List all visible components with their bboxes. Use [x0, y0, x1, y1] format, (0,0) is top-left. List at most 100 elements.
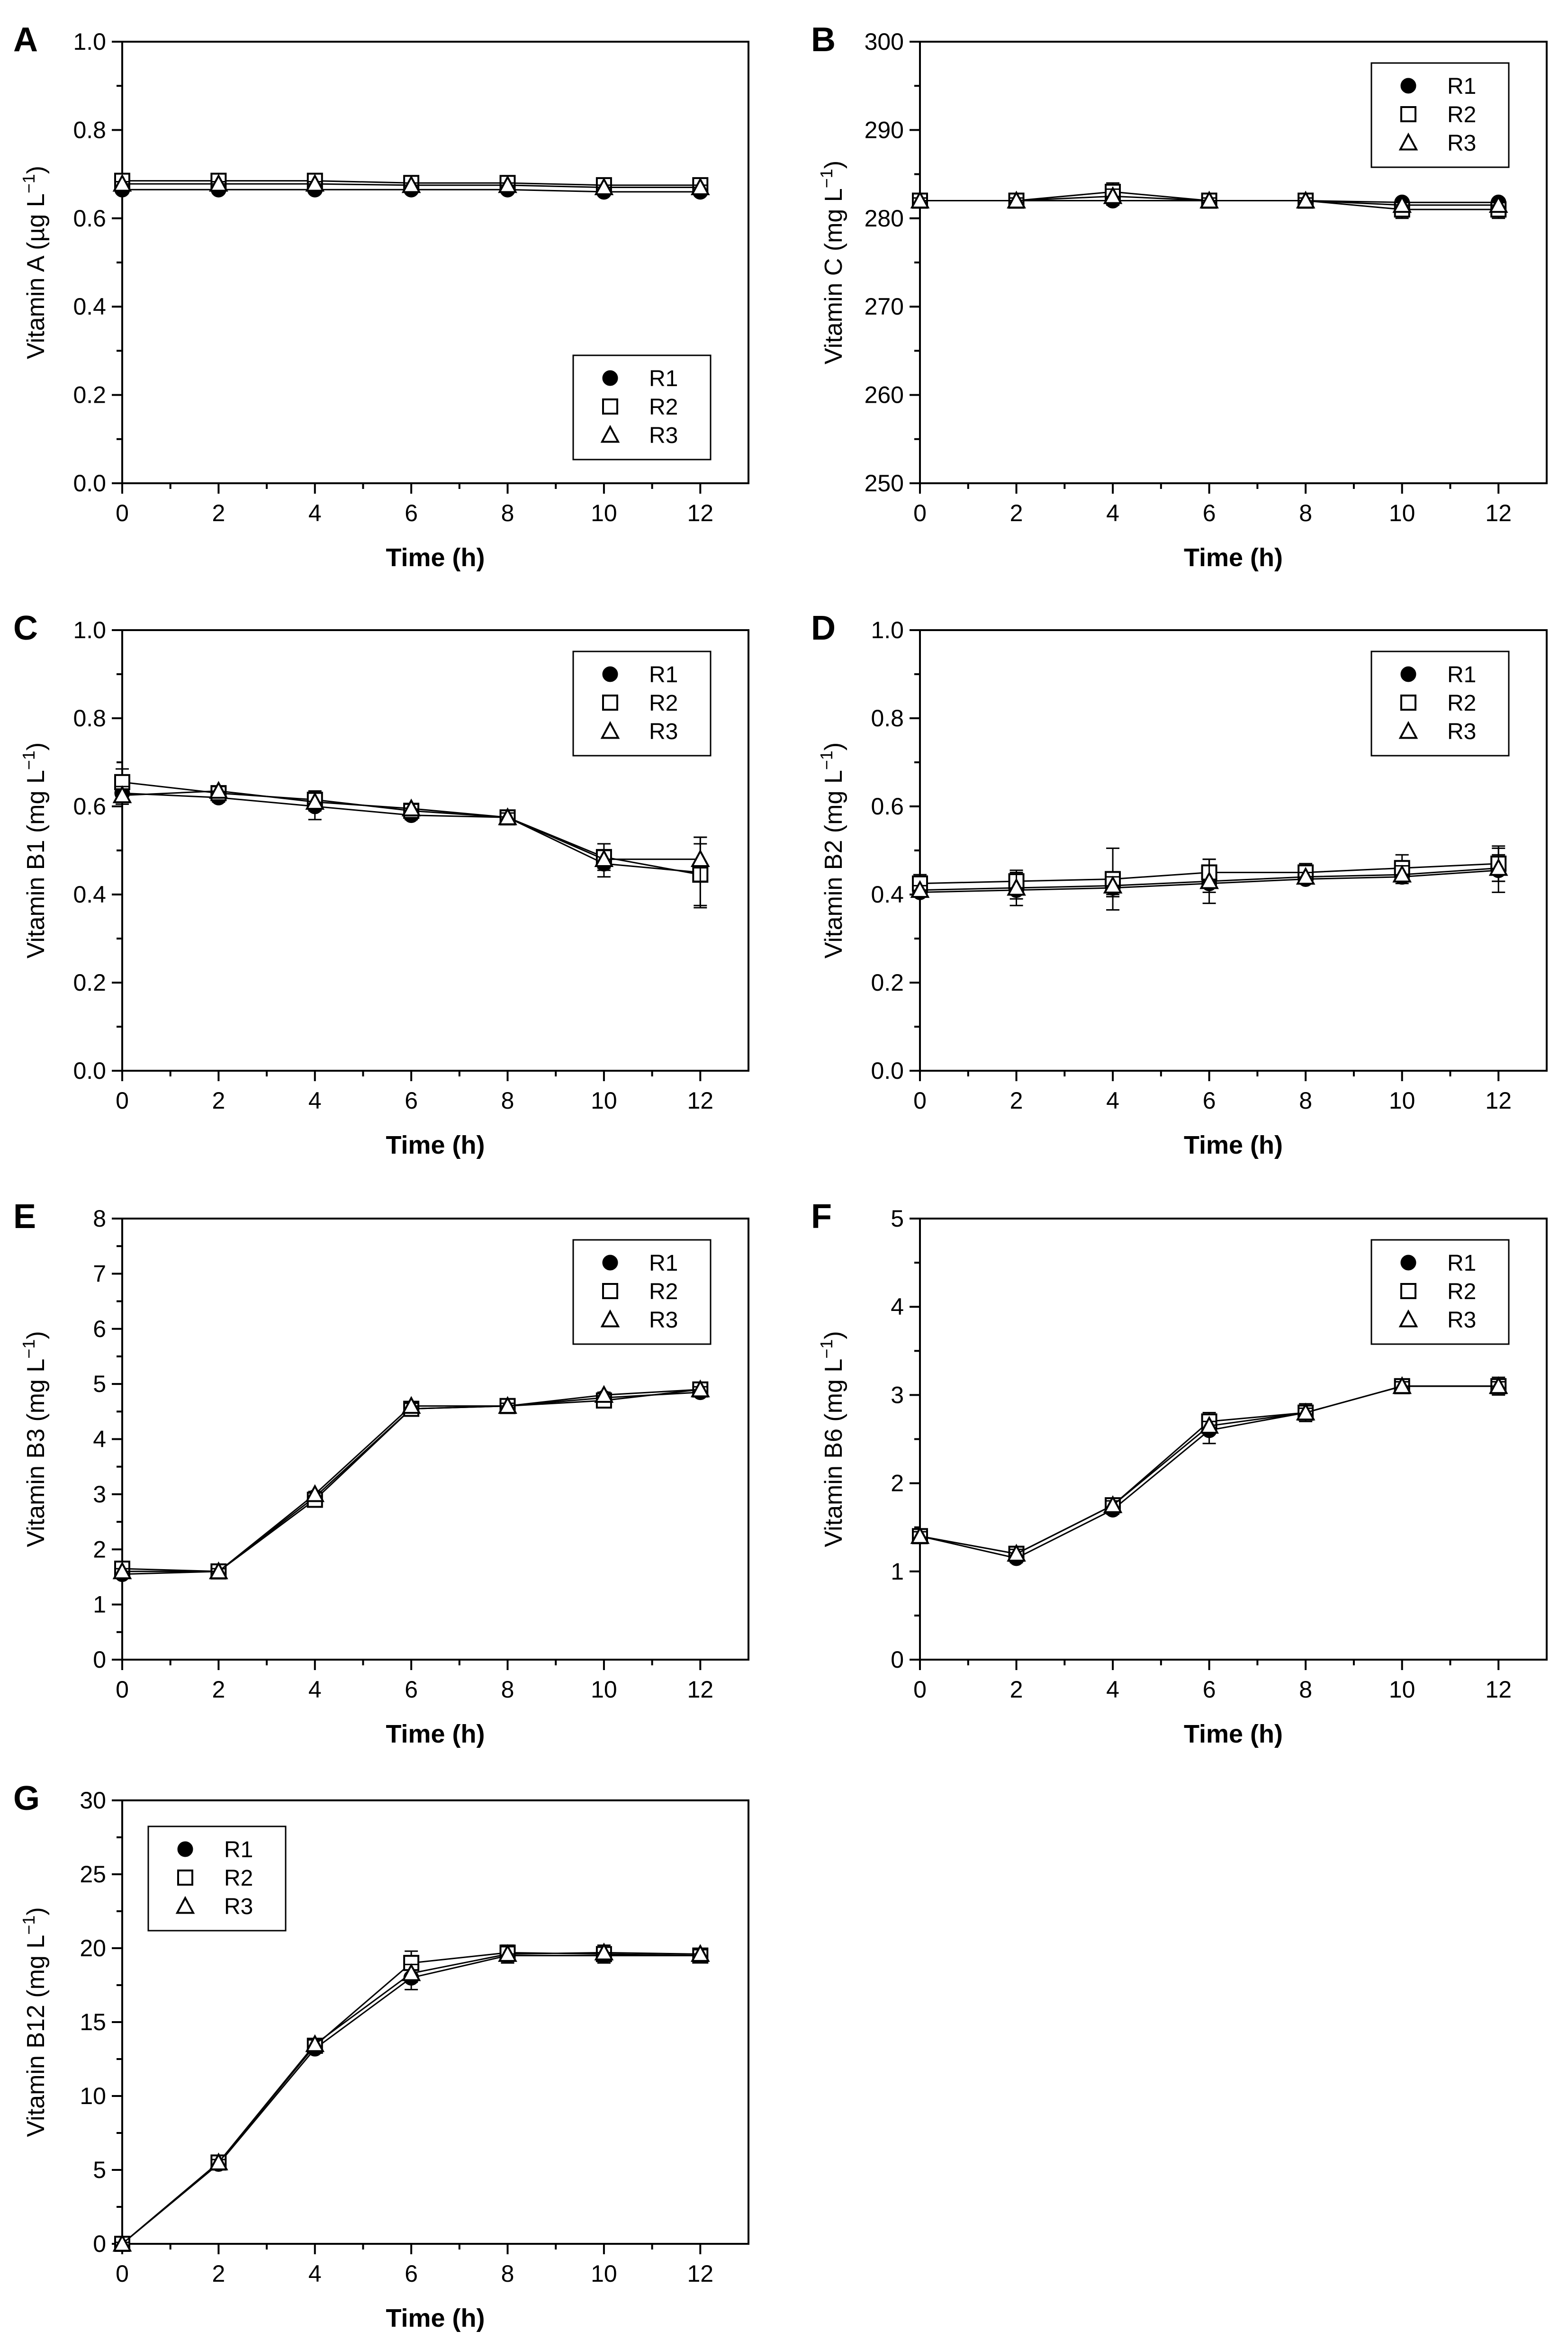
series-r2	[912, 1378, 1507, 1562]
y-axis-label-close: )	[820, 1331, 847, 1339]
legend-label-r3: R3	[1447, 131, 1476, 156]
x-tick-label: 4	[1106, 500, 1119, 526]
data-point-r3	[1296, 867, 1316, 885]
legend-marker-r2	[602, 398, 618, 415]
y-tick-label: 1.0	[871, 617, 904, 643]
x-axis-label: Time (h)	[1184, 1720, 1283, 1748]
legend-marker-r3	[1398, 1309, 1418, 1328]
legend-label-r2: R2	[1447, 1279, 1476, 1304]
panel-label: G	[13, 1780, 40, 1817]
legend-label-r1: R1	[224, 1837, 253, 1862]
y-tick-label: 280	[865, 205, 904, 232]
y-tick-label: 0.6	[871, 793, 904, 820]
data-point-r3	[112, 2233, 132, 2252]
y-axis-label-main: Vitamin B1 (	[22, 824, 50, 958]
x-tick-label: 10	[1389, 1676, 1415, 1703]
y-tick-label: 0.8	[73, 117, 106, 143]
legend-marker-r1	[1400, 78, 1416, 94]
x-tick-label: 2	[212, 1087, 225, 1114]
x-tick-label: 6	[1203, 1087, 1216, 1114]
chart-panel-a: A 0 2 4 6 8 10 12 0.0 0.2 0.4 0.6 0.8 1.0 Time (h) Vita…	[13, 21, 749, 572]
x-tick-label: 8	[501, 1087, 514, 1114]
x-tick-label: 12	[1485, 500, 1512, 526]
y-tick-label: 25	[80, 1861, 106, 1888]
y-axis-label-main: Vitamin B12 (	[22, 1989, 50, 2137]
x-tick-label: 8	[1299, 500, 1312, 526]
data-point-r3	[401, 1396, 421, 1414]
data-point-r3	[1296, 190, 1316, 208]
x-tick-label: 8	[1299, 1676, 1312, 1703]
x-tick-label: 12	[1485, 1676, 1512, 1703]
data-point-r3	[209, 173, 228, 192]
series-r3	[910, 1376, 1508, 1562]
legend-box	[147, 1825, 287, 1932]
y-tick-label: 1	[93, 1591, 106, 1618]
x-tick-label: 10	[591, 1087, 617, 1114]
y-axis-label-exp: −1	[19, 750, 38, 770]
data-point-r3	[112, 173, 132, 192]
legend-marker-r1	[1400, 1255, 1416, 1271]
y-tick-label: 20	[80, 1935, 106, 1961]
series-r2	[114, 768, 709, 906]
y-tick-label: 300	[865, 28, 904, 55]
x-tick-label: 12	[687, 500, 713, 526]
legend: R1 R2 R3	[572, 1239, 712, 1345]
y-axis-label-main: Vitamin B3 (	[22, 1413, 50, 1547]
y-tick-label: 0.6	[73, 793, 106, 820]
y-tick-label: 0	[891, 1646, 904, 1673]
x-tick-label: 8	[501, 2260, 514, 2287]
data-point-r3	[594, 177, 614, 196]
legend: R1 R2 R3	[572, 354, 712, 461]
y-axis-label-unit: mg L	[820, 188, 847, 243]
legend-box	[572, 354, 712, 461]
legend-label-r3: R3	[649, 423, 678, 448]
y-axis-label-main: Vitamin A (	[22, 242, 50, 359]
data-point-r3	[690, 849, 710, 867]
x-tick-label: 4	[308, 1087, 322, 1114]
legend-label-r3: R3	[1447, 719, 1476, 744]
data-point-r3	[1199, 871, 1219, 889]
legend-marker-r3	[1398, 132, 1418, 151]
series-line	[919, 1385, 1499, 1555]
y-tick-label: 260	[865, 382, 904, 408]
x-tick-label: 12	[1485, 1087, 1512, 1114]
legend-label-r2: R2	[1447, 102, 1476, 127]
data-point-r3	[305, 792, 325, 810]
data-point-r3	[910, 880, 930, 898]
x-tick-label: 2	[212, 500, 225, 526]
legend: R1 R2 R3	[1370, 62, 1510, 168]
series-r3	[112, 1379, 710, 1580]
x-tick-label: 10	[1389, 500, 1415, 526]
x-tick-label: 0	[116, 1676, 129, 1703]
x-tick-label: 10	[591, 2260, 617, 2287]
chart-panel-g: G 0 2 4 6 8 10 12 0 5 10 15 20 25 30 Time (h) Vitamin B1…	[13, 1780, 749, 2332]
y-tick-label: 1	[891, 1558, 904, 1585]
y-tick-label: 0.2	[73, 969, 106, 996]
data-point-r3	[1392, 864, 1412, 883]
data-point-r3	[1007, 190, 1026, 208]
legend-label-r3: R3	[649, 1308, 678, 1333]
x-tick-label: 10	[591, 1676, 617, 1703]
x-axis-label: Time (h)	[1184, 1131, 1283, 1159]
y-axis-label: Vitamin B12 (mg L−1)	[19, 1907, 50, 2137]
data-point-r3	[209, 1561, 228, 1580]
x-tick-label: 4	[1106, 1087, 1119, 1114]
legend-label-r3: R3	[1447, 1308, 1476, 1333]
data-point-r3	[401, 798, 421, 817]
legend-marker-r2	[177, 1870, 193, 1886]
x-tick-label: 10	[591, 500, 617, 526]
data-point-r3	[305, 173, 325, 192]
panel-label: A	[13, 21, 38, 59]
y-axis-label-main: Vitamin B2 (	[820, 824, 847, 958]
y-axis-label-exp: −1	[817, 169, 836, 188]
x-tick-label: 0	[913, 1087, 927, 1114]
y-tick-label: 30	[80, 1787, 106, 1814]
y-tick-label: 0	[93, 2231, 106, 2257]
y-tick-label: 3	[93, 1481, 106, 1508]
x-tick-label: 6	[1203, 500, 1216, 526]
x-tick-label: 6	[405, 1087, 418, 1114]
legend-marker-r3	[1398, 721, 1418, 739]
y-tick-label: 0.0	[871, 1057, 904, 1084]
legend-marker-r1	[602, 666, 618, 682]
